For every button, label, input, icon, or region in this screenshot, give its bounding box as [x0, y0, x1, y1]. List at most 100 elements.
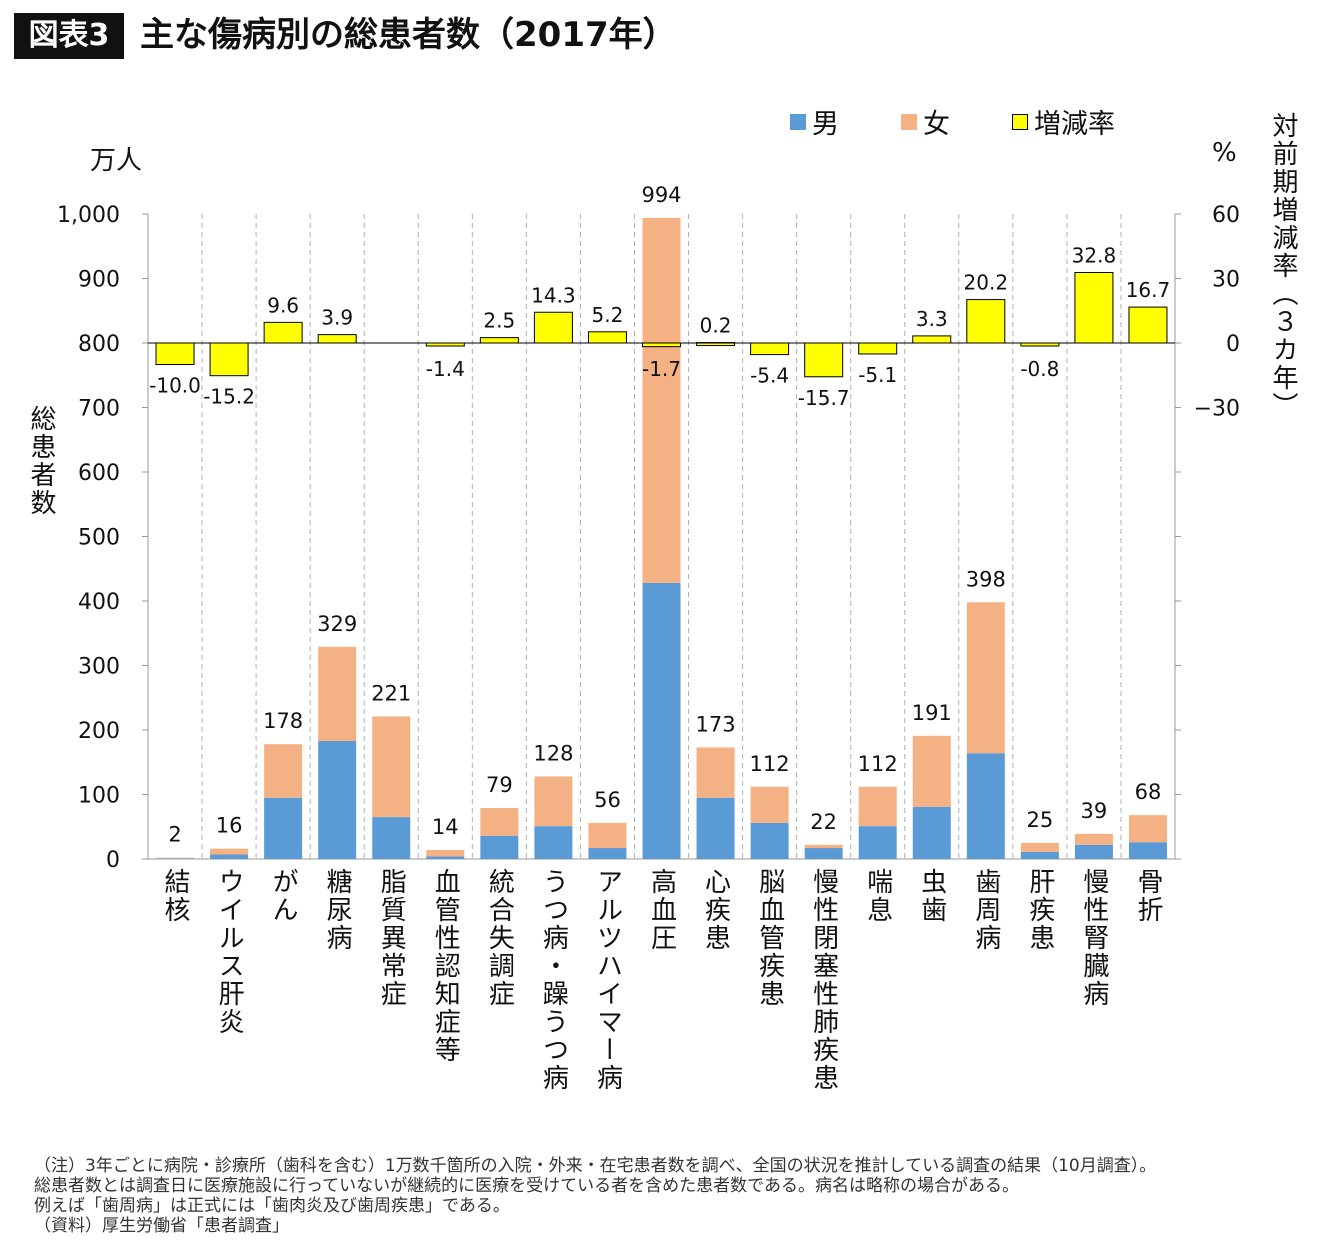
bar-male [1020, 851, 1059, 859]
bar-male [372, 817, 411, 859]
total-label: 14 [432, 815, 459, 839]
bar-female [264, 744, 303, 798]
y-tick-label: 1,000 [57, 203, 120, 228]
rate-label: 20.2 [964, 271, 1009, 295]
bar-rate [750, 342, 790, 356]
y-tick-label: 500 [78, 526, 120, 551]
bar-male [966, 753, 1005, 859]
bar-male [642, 582, 681, 859]
total-label: 178 [263, 709, 303, 733]
bar-female [1074, 833, 1113, 845]
bar-female [318, 646, 357, 741]
x-tick-label: 慢性腎臓病 [1078, 868, 1109, 1008]
bar-male [156, 858, 195, 859]
total-label: 22 [810, 810, 837, 834]
x-tick-label: 脳血管疾患 [754, 868, 785, 1008]
note-line: 総患者数とは調査日に医療施設に行っていないが継続的に医療を受けている者を含めた患… [34, 1176, 1019, 1196]
total-label: 329 [317, 612, 357, 636]
y-axis-unit: 万人 [90, 146, 143, 176]
total-label: 398 [966, 567, 1006, 591]
rate-label: -5.1 [858, 363, 897, 387]
bar-female [804, 844, 843, 849]
bar-rate [858, 342, 898, 355]
y-tick-label: 300 [78, 655, 120, 680]
bar-male [1128, 842, 1167, 859]
total-label: 79 [486, 773, 513, 797]
rate-label: 2.5 [483, 309, 515, 333]
bar-rate [317, 334, 357, 344]
total-label: 56 [594, 788, 621, 812]
bar-female [912, 735, 951, 807]
bar-male [318, 740, 357, 859]
y-tick-label: 700 [78, 397, 120, 422]
x-tick-label: 心疾患 [700, 868, 731, 952]
total-label: 221 [371, 681, 411, 705]
y-tick-label: 800 [78, 332, 120, 357]
bar-female [1020, 842, 1059, 852]
x-tick-label: 喘息 [862, 868, 893, 924]
y2-tick-label: −30 [1194, 397, 1240, 422]
x-tick-label: がん [268, 868, 299, 924]
bar-rate [966, 299, 1006, 344]
bar-male [210, 854, 249, 859]
total-label: 25 [1027, 808, 1054, 832]
legend-label: 女 [923, 109, 950, 140]
bar-rate [1128, 306, 1168, 344]
rate-label: 0.2 [700, 314, 732, 338]
bar-male [912, 806, 951, 859]
legend-swatch-rate [1012, 113, 1028, 130]
bar-male [750, 822, 789, 859]
bar-rate [642, 342, 681, 348]
bar-male [804, 848, 843, 859]
rate-label: -15.2 [203, 385, 255, 409]
note-line: （注）3年ごとに病院・診療所（歯科を含む）1万数千箇所の入院・外来・在宅患者数を… [34, 1156, 1157, 1176]
bar-female [480, 808, 519, 836]
note-line: 例えば「歯周病」は正式には「歯肉炎及び歯周疾患」である。 [34, 1196, 510, 1216]
legend-swatch-female [901, 113, 917, 130]
rate-label: -15.7 [798, 386, 850, 410]
total-label: 112 [750, 752, 790, 776]
bar-female [642, 217, 681, 583]
y2-axis-label: 対前期増減率（３カ年） [1268, 112, 1298, 420]
bar-male [480, 835, 519, 859]
y2-axis-unit: % [1212, 138, 1237, 168]
legend: 男 女 増減率 [790, 102, 1115, 141]
bar-rate [587, 331, 627, 344]
total-label: 128 [533, 741, 573, 765]
bar-male [858, 826, 897, 859]
y-tick-label: 900 [78, 268, 120, 293]
x-tick-label: 統合失調症 [484, 868, 515, 1008]
total-label: 191 [912, 701, 952, 725]
bar-female [588, 822, 627, 849]
bar-rate [804, 342, 844, 378]
x-tick-label: うつ病・躁うつ病 [538, 868, 569, 1092]
bar-female [750, 786, 789, 823]
bar-rate [533, 311, 573, 344]
y-axis-label: 総患者数 [26, 405, 56, 517]
bar-female [1128, 815, 1167, 843]
bar-rate [263, 321, 303, 344]
bar-male [696, 797, 735, 859]
bar-male [426, 856, 465, 859]
y2-tick-label: 30 [1212, 268, 1240, 293]
total-label: 16 [216, 814, 243, 838]
bar-female [966, 602, 1005, 754]
x-tick-label: 脂質異常症 [376, 868, 407, 1008]
bar-female [858, 786, 897, 827]
legend-item-rate: 増減率 [1012, 102, 1115, 141]
legend-label: 増減率 [1034, 109, 1115, 140]
x-tick-label: 骨折 [1132, 868, 1163, 924]
total-label: 994 [641, 183, 681, 207]
bar-rate [912, 335, 952, 344]
x-tick-label: 高血圧 [646, 868, 677, 952]
rate-label: 14.3 [531, 283, 576, 307]
x-tick-label: 結核 [160, 868, 191, 924]
bar-female [696, 747, 735, 798]
x-tick-label: 血管性認知症等 [430, 868, 461, 1064]
bar-female [534, 776, 573, 827]
rate-label: -1.7 [642, 357, 681, 381]
rate-label: -5.4 [750, 364, 789, 388]
total-label: 173 [696, 712, 736, 736]
total-label: 112 [858, 752, 898, 776]
